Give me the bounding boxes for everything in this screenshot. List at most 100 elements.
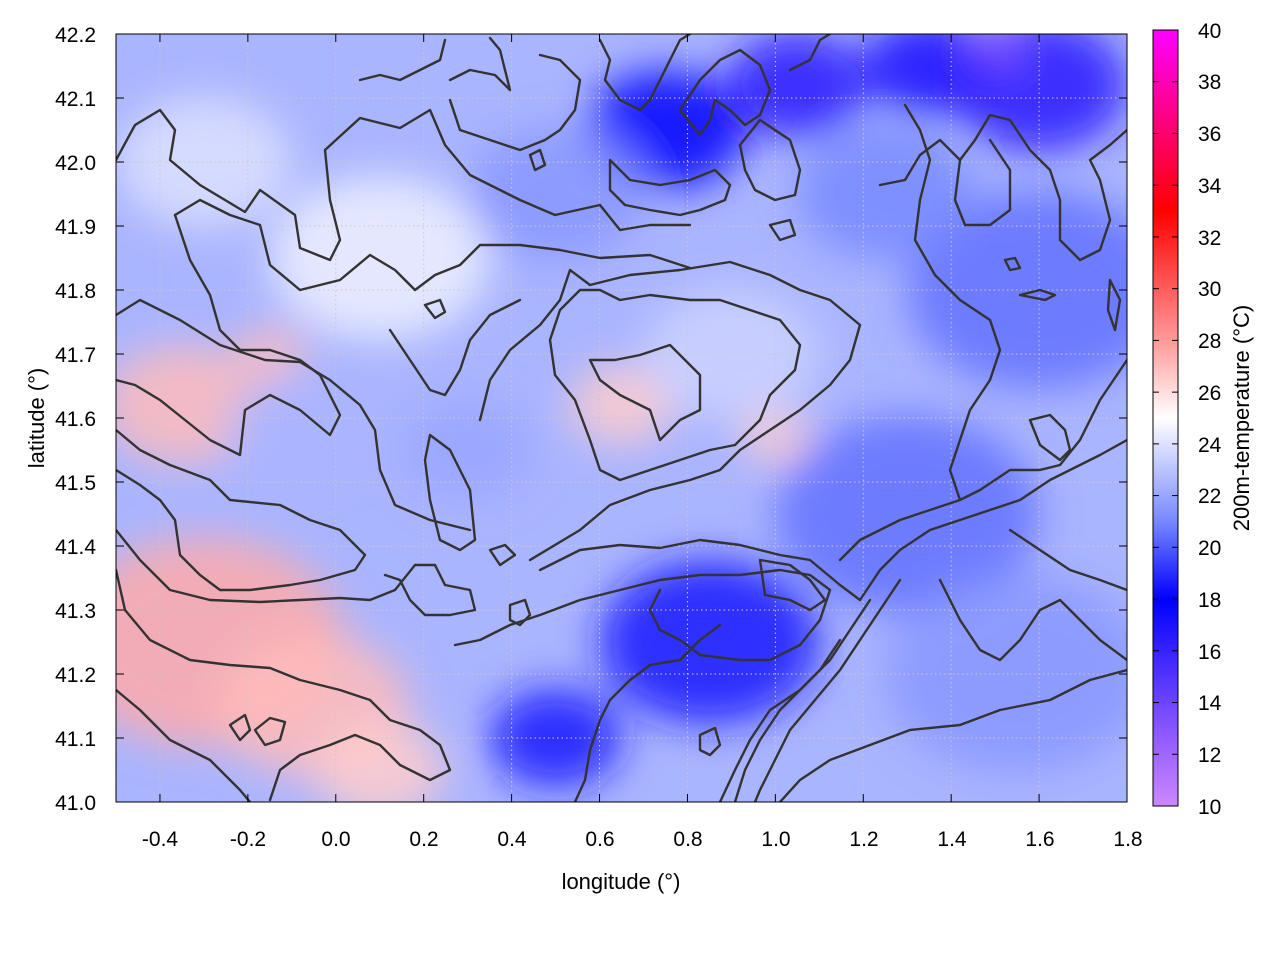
- x-axis-label: longitude (°): [562, 869, 681, 894]
- contour-line: [1008, 528, 1127, 592]
- colorbar-tick-label: 12: [1198, 744, 1221, 767]
- y-axis-label: latitude (°): [24, 368, 49, 469]
- y-tick-label: 42.2: [55, 24, 96, 47]
- x-tick-label: 0.8: [673, 828, 702, 851]
- field-blob: [313, 720, 446, 802]
- contour-line: [453, 568, 832, 662]
- y-tick-label: 41.5: [55, 472, 96, 495]
- field-blob: [116, 345, 262, 465]
- contour-line: [116, 108, 692, 262]
- field-blob: [968, 34, 1022, 67]
- contour-line: [423, 298, 447, 320]
- y-tick-label: 41.3: [55, 600, 96, 623]
- colorbar-tick-label: 26: [1198, 382, 1221, 405]
- contour-line: [116, 428, 367, 592]
- contour-line: [753, 578, 902, 802]
- field-blob: [401, 400, 534, 500]
- contour-line: [1003, 256, 1022, 272]
- contour-line: [478, 260, 862, 562]
- colorbar-tick-label: 38: [1198, 71, 1221, 94]
- field-blob: [467, 128, 644, 260]
- contour-line: [953, 138, 1012, 227]
- contour-line: [448, 36, 512, 92]
- x-tick-label: 1.2: [849, 828, 878, 851]
- colorbar-tick-labels: 10 12 14 16 18 20 22 24 26 28 30 32 34 3…: [1198, 20, 1222, 819]
- contour-line: [116, 568, 452, 802]
- contour-line: [448, 53, 582, 152]
- contour-line: [573, 623, 722, 802]
- colorbar-tick-label: 20: [1198, 537, 1221, 560]
- contour-line: [1018, 288, 1057, 302]
- contour-line: [358, 38, 447, 82]
- colorbar-label: 200m-temperature (°C): [1229, 305, 1254, 531]
- contour-line: [528, 148, 547, 172]
- contour-line: [678, 48, 772, 137]
- contour-line: [423, 433, 477, 552]
- x-tick-label: 0.6: [585, 828, 614, 851]
- field-blob: [740, 410, 811, 464]
- colorbar-tick-label: 14: [1198, 692, 1222, 715]
- colorbar-tick-label: 32: [1198, 227, 1221, 250]
- contour-line: [228, 713, 252, 742]
- contour-line: [903, 103, 1002, 502]
- colorbar-tick-label: 22: [1198, 485, 1221, 508]
- y-tick-label: 42.1: [55, 88, 96, 111]
- y-tick-label: 41.0: [55, 792, 96, 815]
- contour-line: [938, 578, 1127, 662]
- x-tick-label: 1.4: [937, 828, 967, 851]
- y-tick-label: 41.2: [55, 664, 96, 687]
- contour-line: [116, 688, 252, 802]
- x-tick-label: 0.0: [321, 828, 350, 851]
- contour-line: [878, 113, 1127, 262]
- x-tick-label: 1.6: [1025, 828, 1054, 851]
- y-tick-label: 41.8: [55, 280, 96, 303]
- contour-line: [538, 438, 1127, 602]
- field-blob: [568, 365, 675, 445]
- field-blob: [269, 175, 490, 341]
- contour-line: [788, 34, 832, 72]
- contour-line: [1028, 413, 1072, 462]
- plot-area: [116, 34, 1127, 802]
- colorbar-tick-label: 30: [1198, 278, 1221, 301]
- contour-line: [488, 543, 517, 567]
- contour-line: [758, 558, 827, 612]
- contour-line: [738, 118, 802, 202]
- contour-line: [733, 598, 872, 802]
- colorbar: [1152, 29, 1179, 807]
- y-tick-label: 41.6: [55, 408, 96, 431]
- colorbar-tick-marks: [1153, 29, 1178, 807]
- contour-line: [608, 158, 732, 217]
- colorbar-tick-label: 18: [1198, 589, 1221, 612]
- contour-line: [116, 528, 477, 617]
- colorbar-tick-label: 16: [1198, 641, 1221, 664]
- contour-line: [116, 213, 342, 457]
- colorbar-tick-label: 10: [1198, 796, 1221, 819]
- field-blob: [225, 381, 358, 481]
- y-tick-label: 42.0: [55, 152, 96, 175]
- colorbar-tick-label: 24: [1198, 434, 1222, 457]
- y-tick-labels: 41.0 41.1 41.2 41.3 41.4 41.5 41.6 41.7 …: [55, 24, 96, 815]
- contour-line: [698, 726, 722, 757]
- x-tick-label: -0.2: [230, 828, 266, 851]
- contour-line: [253, 716, 287, 747]
- y-tick-label: 41.1: [55, 728, 96, 751]
- x-tick-label: 1.8: [1113, 828, 1142, 851]
- colorbar-tick-label: 28: [1198, 330, 1221, 353]
- contour-line: [588, 343, 702, 442]
- field-blob: [885, 575, 1127, 773]
- x-tick-labels: -0.4 -0.2 0.0 0.2 0.4 0.6 0.8 1.0 1.2 1.…: [142, 828, 1143, 851]
- contour-line: [548, 288, 802, 482]
- colorbar-tick-label: 34: [1198, 175, 1222, 198]
- x-tick-label: 1.0: [761, 828, 790, 851]
- tick-marks: [116, 33, 1128, 803]
- contour-line: [838, 358, 1127, 562]
- y-tick-label: 41.9: [55, 216, 96, 239]
- contour-lines: [116, 34, 1127, 802]
- grid-lines: [116, 34, 1127, 802]
- contour-line: [768, 218, 797, 242]
- y-tick-label: 41.7: [55, 344, 96, 367]
- colorbar-tick-label: 36: [1198, 123, 1221, 146]
- x-tick-label: 0.2: [409, 828, 438, 851]
- contour-line: [116, 298, 472, 532]
